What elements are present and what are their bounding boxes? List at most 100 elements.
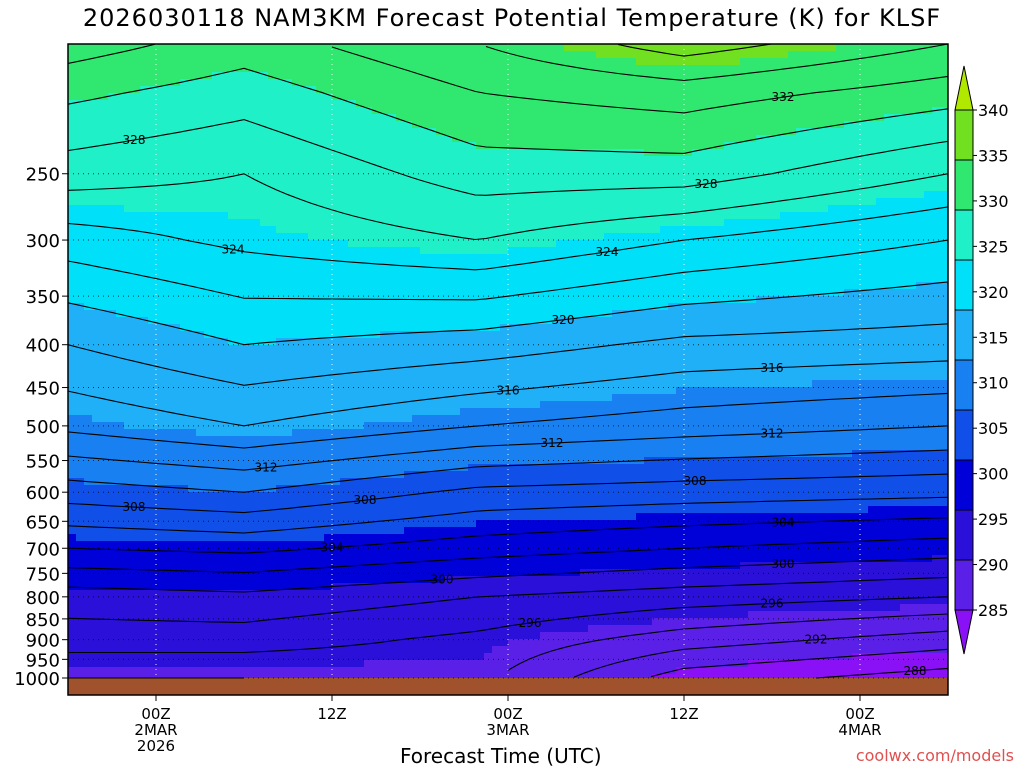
theta-cell	[420, 86, 429, 94]
theta-cell	[276, 233, 285, 241]
theta-cell	[276, 597, 285, 605]
theta-cell	[276, 121, 285, 129]
theta-cell	[260, 562, 269, 570]
theta-cell	[324, 247, 333, 255]
theta-cell	[196, 296, 205, 304]
theta-cell	[108, 219, 117, 227]
theta-cell	[292, 380, 301, 388]
theta-cell	[428, 394, 437, 402]
theta-cell	[460, 247, 469, 255]
theta-cell	[324, 184, 333, 192]
theta-cell	[372, 100, 381, 108]
theta-cell	[244, 401, 253, 409]
theta-cell	[468, 359, 477, 367]
theta-cell	[92, 317, 101, 325]
theta-cell	[324, 156, 333, 164]
theta-cell	[396, 324, 405, 332]
theta-cell	[308, 184, 317, 192]
theta-cell	[188, 107, 197, 115]
theta-cell	[236, 135, 245, 143]
theta-cell	[212, 471, 221, 479]
theta-cell	[412, 289, 421, 297]
theta-cell	[492, 310, 501, 318]
theta-cell	[164, 247, 173, 255]
theta-cell	[140, 422, 149, 430]
theta-cell	[228, 177, 237, 185]
theta-cell	[212, 450, 221, 458]
theta-cell	[324, 632, 333, 640]
theta-cell	[244, 611, 253, 619]
theta-cell	[100, 107, 109, 115]
theta-cell	[372, 275, 381, 283]
theta-cell	[92, 121, 101, 129]
theta-cell	[468, 492, 477, 500]
theta-cell	[500, 541, 509, 549]
theta-cell	[84, 282, 93, 290]
theta-cell	[420, 44, 429, 52]
theta-cell	[204, 366, 213, 374]
theta-cell	[452, 415, 461, 423]
theta-cell	[324, 100, 333, 108]
theta-cell	[100, 485, 109, 493]
theta-cell	[356, 450, 365, 458]
theta-cell	[228, 520, 237, 528]
theta-cell	[468, 611, 477, 619]
theta-cell	[452, 51, 461, 59]
theta-cell	[172, 660, 181, 668]
theta-cell	[348, 576, 357, 584]
theta-cell	[428, 86, 437, 94]
theta-cell	[236, 261, 245, 269]
theta-cell	[260, 674, 269, 679]
theta-cell	[140, 464, 149, 472]
theta-cell	[196, 212, 205, 220]
theta-cell	[180, 163, 189, 171]
theta-cell	[220, 268, 229, 276]
theta-cell	[252, 303, 261, 311]
theta-cell	[284, 604, 293, 612]
theta-cell	[68, 65, 77, 73]
theta-cell	[84, 597, 93, 605]
theta-cell	[108, 79, 117, 87]
theta-cell	[68, 317, 77, 325]
theta-cell	[492, 660, 501, 668]
theta-cell	[100, 121, 109, 129]
theta-cell	[236, 632, 245, 640]
theta-cell	[476, 583, 485, 591]
theta-cell	[292, 149, 301, 157]
theta-cell	[228, 100, 237, 108]
theta-cell	[188, 198, 197, 206]
theta-cell	[276, 177, 285, 185]
theta-cell	[196, 51, 205, 59]
theta-cell	[428, 317, 437, 325]
theta-cell	[228, 513, 237, 521]
theta-cell	[292, 660, 301, 668]
theta-cell	[300, 275, 309, 283]
theta-cell	[204, 310, 213, 318]
theta-cell	[420, 170, 429, 178]
theta-cell	[444, 436, 453, 444]
theta-cell	[228, 114, 237, 122]
theta-cell	[92, 44, 101, 52]
theta-cell	[148, 611, 157, 619]
theta-cell	[228, 51, 237, 59]
theta-cell	[276, 317, 285, 325]
theta-cell	[212, 310, 221, 318]
theta-cell	[460, 184, 469, 192]
theta-cell	[188, 583, 197, 591]
theta-cell	[164, 464, 173, 472]
theta-cell	[316, 212, 325, 220]
theta-cell	[244, 436, 253, 444]
theta-cell	[244, 541, 253, 549]
theta-cell	[332, 387, 341, 395]
theta-cell	[388, 282, 397, 290]
theta-cell	[356, 72, 365, 80]
theta-cell	[364, 86, 373, 94]
theta-cell	[84, 513, 93, 521]
theta-cell	[492, 100, 501, 108]
theta-cell	[84, 387, 93, 395]
theta-cell	[284, 303, 293, 311]
theta-cell	[412, 401, 421, 409]
theta-cell	[388, 548, 397, 556]
theta-cell	[332, 177, 341, 185]
theta-cell	[236, 324, 245, 332]
